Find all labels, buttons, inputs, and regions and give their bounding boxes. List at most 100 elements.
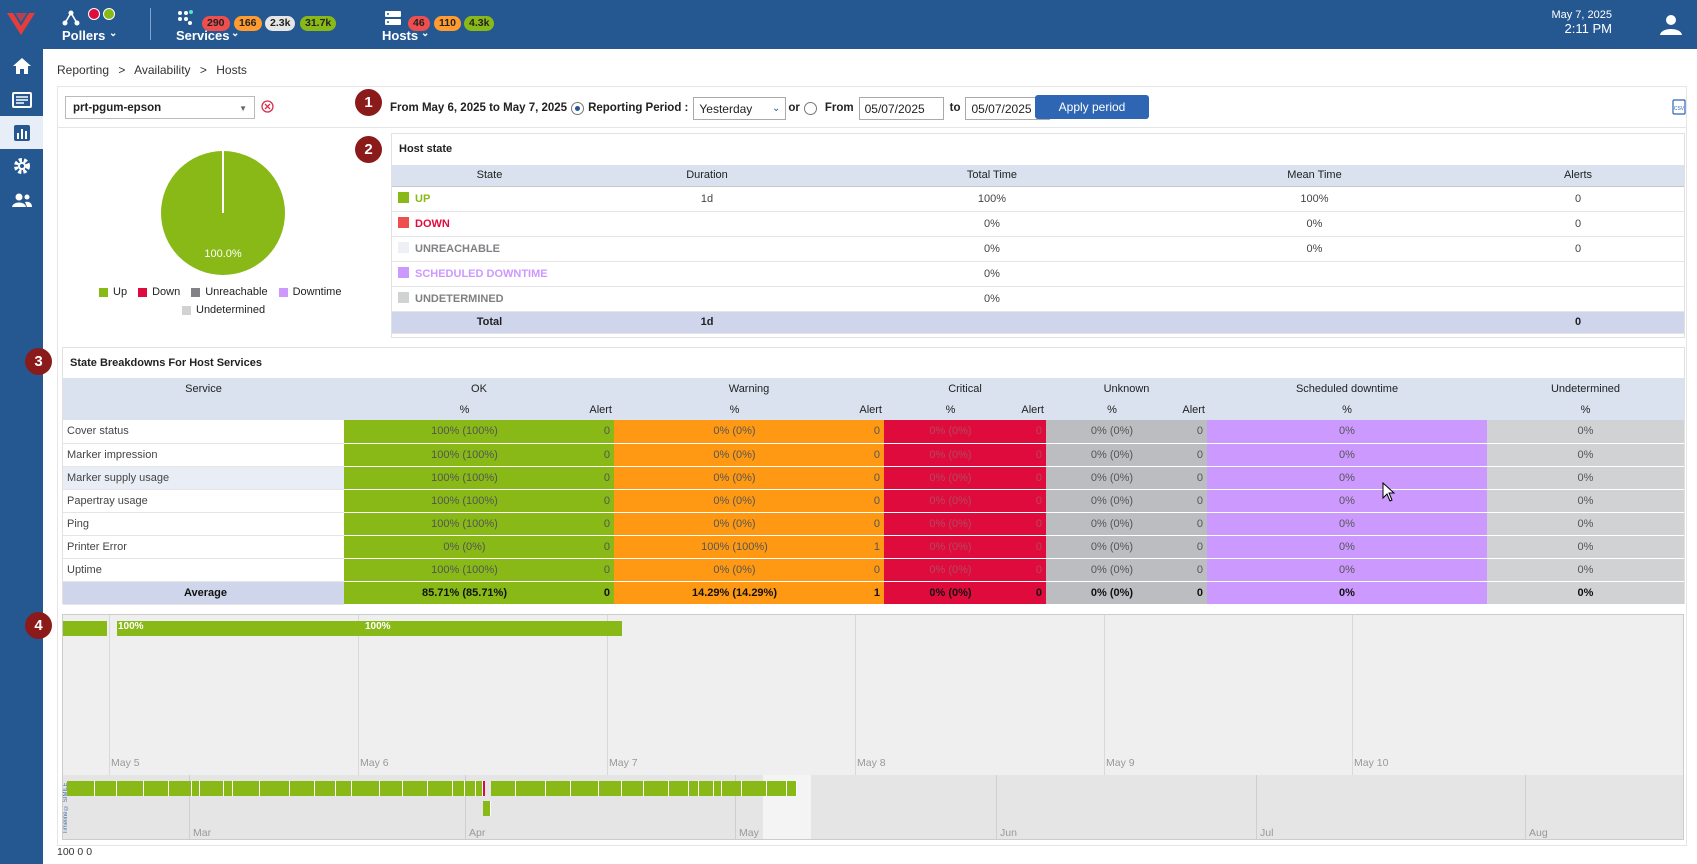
timeline-overview-segment (689, 781, 699, 796)
col-undetermined-pct: % (1487, 399, 1684, 420)
pie-legend-row-2: Undetermined (182, 304, 265, 316)
breadcrumb-reporting[interactable]: Reporting (57, 63, 110, 77)
timeline-day-gridline (358, 615, 359, 775)
timeline-month-gridline (735, 775, 736, 839)
timeline-overview-segment (453, 781, 465, 796)
hosts-up-count[interactable]: 4.3k (464, 16, 495, 31)
period-radio-predefined[interactable] (571, 101, 585, 115)
divider (58, 127, 1686, 128)
warning-pct-cell: 0% (0%) (614, 489, 855, 513)
services-ok-count[interactable]: 31.7k (300, 16, 337, 31)
timeline-overview-segment (224, 781, 233, 796)
service-name-cell[interactable]: Papertray usage (63, 489, 344, 513)
from-date-input[interactable]: 05/07/2025 (858, 96, 944, 120)
step-badge-2: 2 (355, 136, 382, 163)
hosts-unreachable-count[interactable]: 110 (434, 16, 461, 31)
legend-swatch-unreachable (191, 287, 201, 297)
period-radio-custom[interactable] (803, 101, 817, 115)
service-name-cell[interactable]: Uptime (63, 558, 344, 582)
col-state: State (392, 165, 587, 187)
sidebar-item-reporting[interactable] (0, 116, 43, 149)
sidebar-item-monitoring[interactable] (0, 83, 43, 116)
col-unknown-pct: % (1046, 399, 1178, 420)
sidebar-item-configuration[interactable] (0, 149, 43, 182)
breadcrumb-separator: > (199, 63, 207, 77)
ok-alert-cell: 0 (585, 420, 614, 444)
state-cell: UNREACHABLE (392, 236, 587, 262)
ok-alert-cell: 0 (585, 512, 614, 536)
or-label: or (788, 102, 800, 114)
warning-pct-cell: 0% (0%) (614, 558, 855, 582)
duration-cell (587, 261, 827, 287)
breadcrumb-separator: > (118, 63, 126, 77)
services-critical-count[interactable]: 290 (202, 16, 230, 31)
apply-period-button[interactable]: Apply period (1035, 95, 1149, 119)
table-row: UNREACHABLE 0% 0% 0 (392, 236, 1684, 262)
host-select[interactable]: prt-pgum-epson ▼ (65, 96, 255, 119)
col-unknown: Unknown (1046, 378, 1207, 399)
ok-pct-cell: 0% (0%) (344, 535, 585, 559)
clear-icon[interactable] (261, 100, 274, 113)
service-name-cell[interactable]: Cover status (63, 420, 344, 444)
unknown-pct-cell: 0% (0%) (1046, 443, 1178, 467)
total-alerts: 0 (1472, 311, 1684, 334)
total-empty (827, 311, 1157, 334)
timeline-overview-band[interactable]: Mar Apr May Jun Jul Aug (63, 775, 1683, 839)
centreon-logo[interactable] (5, 10, 37, 38)
service-name-cell[interactable]: Printer Error (63, 535, 344, 559)
services-menu[interactable]: 290 166 2.3k 31.7k Services ⌄ (176, 7, 346, 47)
timeline-overview-segment (290, 781, 315, 796)
timeline-day-label: May 6 (360, 757, 389, 769)
alerts-cell (1472, 261, 1684, 287)
state-label: UNDETERMINED (415, 293, 504, 305)
pie-label: 100.0% (204, 248, 242, 260)
table-row: Uptime 100% (100%) 0 0% (0%) 0 0% (0%) 0 0% (0%… (63, 558, 1684, 582)
footer-values: 100 0 0 (57, 846, 93, 858)
state-cell: SCHEDULED DOWNTIME (392, 261, 587, 287)
services-warning-count[interactable]: 166 (234, 16, 262, 31)
total-duration: 1d (587, 311, 827, 334)
service-name-cell[interactable]: Marker supply usage (63, 466, 344, 490)
pollers-menu[interactable]: Pollers ⌄ (62, 7, 142, 47)
timeline-event-bar[interactable] (63, 621, 107, 636)
timeline-overview-segment (403, 781, 428, 796)
poller-latency-status-icon (103, 8, 115, 20)
warning-pct-cell: 0% (0%) (614, 466, 855, 490)
service-name-cell[interactable]: Marker impression (63, 443, 344, 467)
critical-pct-cell: 0% (0%) (884, 443, 1017, 467)
chevron-down-icon: ▼ (239, 104, 247, 113)
sidebar-item-home[interactable] (0, 49, 43, 82)
reporting-period-value: Yesterday (699, 101, 753, 116)
warning-pct-cell: 0% (0%) (614, 443, 855, 467)
reporting-period-select[interactable]: Yesterday ⌄ (693, 96, 787, 120)
table-row: SCHEDULED DOWNTIME 0% (392, 261, 1684, 287)
service-breakdown-table: Service OK Warning Critical Unknown Sche… (63, 378, 1684, 605)
breakdown-body: Cover status 100% (100%) 0 0% (0%) 0 0% (0%) 0… (63, 420, 1684, 605)
breadcrumb-availability[interactable]: Availability (134, 63, 191, 77)
user-icon[interactable] (1659, 14, 1683, 36)
timeline-day-label: May 7 (609, 757, 638, 769)
timeline-overview-segment (169, 781, 192, 796)
critical-pct-cell: 0% (0%) (884, 420, 1017, 444)
state-cell: UNDETERMINED (392, 286, 587, 312)
timeline-overview-segment (476, 781, 483, 796)
timeline-event-bar[interactable]: 100% (364, 621, 622, 636)
legend-swatch-up (99, 287, 108, 297)
step-badge-1: 1 (355, 89, 382, 116)
hosts-down-count[interactable]: 46 (408, 16, 430, 31)
csv-export-icon[interactable]: CSV (1672, 99, 1686, 115)
total-cell: 0% (827, 286, 1157, 312)
availability-timeline[interactable]: May 5 May 6 May 7 May 8 May 9 May 10 100% 100% … (62, 614, 1684, 840)
state-swatch (398, 192, 409, 203)
col-mean-time: Mean Time (1157, 165, 1472, 187)
service-name-cell[interactable]: Ping (63, 512, 344, 536)
sidebar-item-administration[interactable] (0, 183, 43, 216)
mean-cell: 0% (1157, 236, 1472, 262)
duration-cell (587, 286, 827, 312)
timeline-overview-segment (714, 781, 722, 796)
hosts-menu[interactable]: 46 110 4.3k Hosts ⌄ (382, 7, 512, 47)
ok-pct-cell: 100% (100%) (344, 489, 585, 513)
services-unknown-count[interactable]: 2.3k (265, 16, 296, 31)
timeline-event-bar[interactable]: 100% (117, 621, 375, 636)
breadcrumb-hosts[interactable]: Hosts (216, 63, 247, 77)
